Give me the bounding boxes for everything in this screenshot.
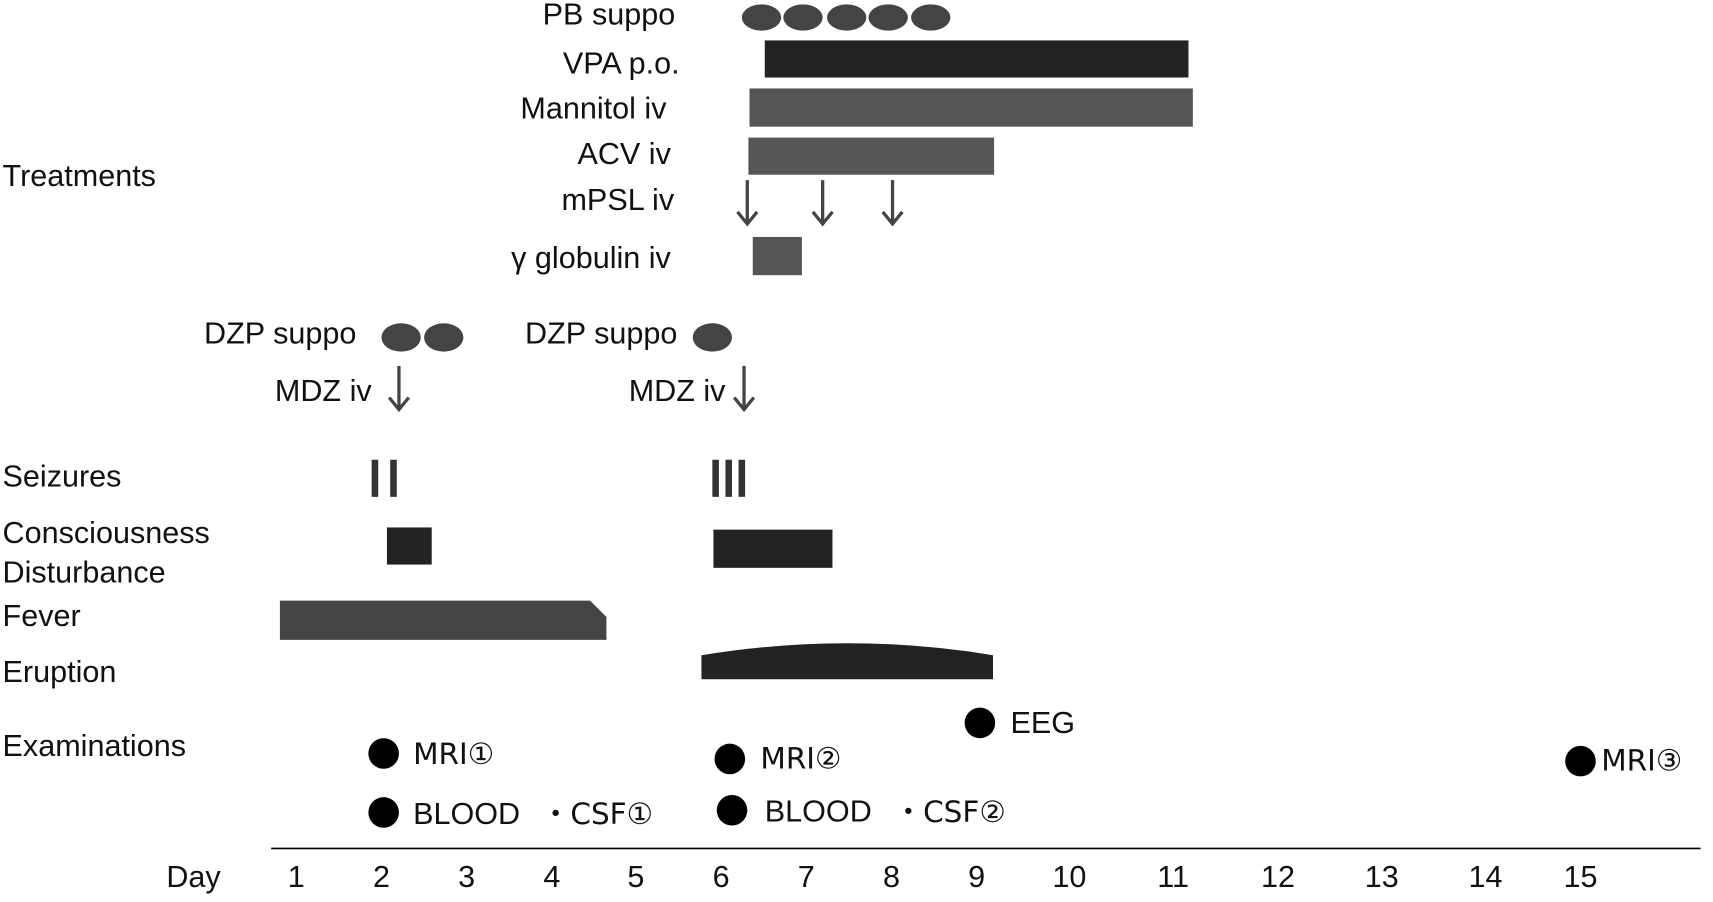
exam-label: MRI③ (1601, 744, 1682, 778)
section-label: Consciousness (3, 516, 210, 550)
day-labels: 1 2 3 4 5 6 7 8 9 10 11 12 13 14 15 (288, 860, 1598, 894)
fever-bar (279, 600, 607, 640)
day-label: 2 (373, 860, 390, 894)
day-label: 3 (458, 860, 475, 894)
treatment-label: Mannitol iv (520, 91, 667, 125)
section-label: Fever (3, 599, 81, 633)
section-label: Eruption (3, 655, 117, 689)
mpsl-arrows (736, 180, 904, 227)
mdz-arrows (387, 365, 756, 413)
day-label: 5 (627, 860, 644, 894)
day-label: 6 (713, 860, 730, 894)
drug-label: DZP suppo (204, 316, 356, 350)
exam-label: ・CSF② (894, 795, 1006, 829)
treatment-label: PB suppo (543, 0, 676, 31)
section-label: Examinations (3, 729, 186, 763)
drug-label: DZP suppo (525, 316, 677, 350)
seizure-marks (371, 459, 746, 497)
exam-label: ・CSF① (541, 797, 653, 831)
dzp-doses (381, 323, 733, 352)
day-label: 8 (883, 860, 900, 894)
axis-label: Day (166, 860, 221, 894)
day-label: 7 (798, 860, 815, 894)
treatment-label: mPSL iv (561, 183, 674, 217)
consciousness-bar (713, 529, 833, 568)
pb-doses (741, 4, 951, 31)
day-label: 14 (1468, 860, 1502, 894)
exam-label: MRI① (413, 737, 494, 771)
drug-label: MDZ iv (275, 374, 372, 408)
mannitol-bar (749, 88, 1193, 127)
day-label: 13 (1365, 860, 1399, 894)
day-label: 15 (1564, 860, 1598, 894)
day-label: 4 (543, 860, 560, 894)
exam-label: MRI② (760, 742, 841, 776)
globulin-bar (752, 236, 802, 276)
treatment-label: ACV iv (577, 137, 671, 171)
day-label: 1 (288, 860, 305, 894)
section-label: Seizures (3, 459, 122, 493)
acv-bar (748, 137, 995, 175)
treatment-label: VPA p.o. (563, 47, 680, 81)
day-label: 9 (968, 860, 985, 894)
exam-dots (368, 707, 1596, 828)
drug-label: MDZ iv (629, 374, 726, 408)
day-label: 10 (1052, 860, 1086, 894)
consciousness-bar (386, 527, 432, 565)
eruption-bar (701, 643, 994, 680)
section-label: Disturbance (3, 555, 166, 589)
day-label: 11 (1157, 860, 1189, 894)
exam-label: BLOOD (413, 797, 520, 831)
exam-label: EEG (1010, 706, 1075, 740)
exam-label: BLOOD (765, 795, 872, 829)
day-label: 12 (1261, 860, 1295, 894)
vpa-bar (764, 40, 1189, 78)
treatment-label: γ globulin iv (511, 241, 671, 275)
section-label: Treatments (3, 159, 156, 193)
